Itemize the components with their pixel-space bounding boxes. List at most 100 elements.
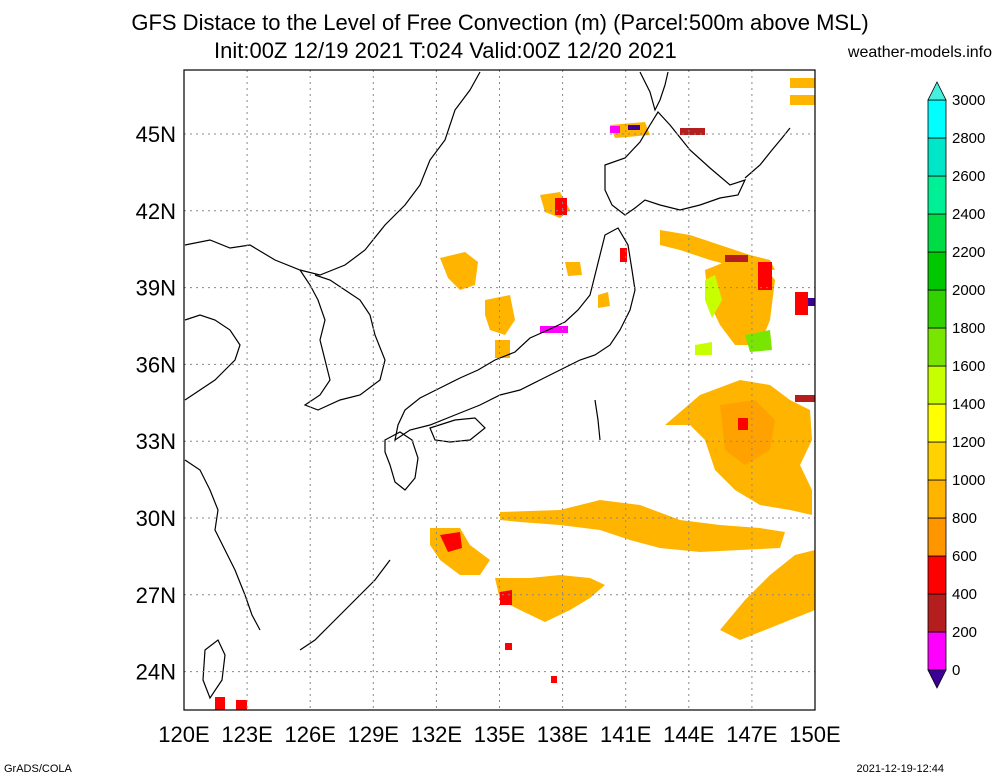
lon-tick-label: 129E [348, 722, 399, 747]
colorbar-label: 2800 [952, 130, 985, 147]
graticule [184, 70, 815, 710]
lat-tick-label: 36N [136, 352, 176, 377]
coast-hokkaido [604, 111, 747, 216]
colorbar-swatch [927, 327, 947, 367]
colorbar-swatch [927, 441, 947, 481]
latitude-labels: 45N 42N 39N 36N 33N 30N 27N 24N [136, 122, 176, 685]
longitude-labels: 120E 123E 126E 129E 132E 135E 138E 141E 144E 147E… [158, 722, 840, 747]
lon-tick-label: 147E [726, 722, 777, 747]
lat-tick-label: 42N [136, 199, 176, 224]
colorbar-label: 1800 [952, 320, 985, 337]
colorbar-max-arrow [927, 81, 947, 101]
lat-tick-label: 33N [136, 429, 176, 454]
map-subtitle: Init:00Z 12/19 2021 T:024 Valid:00Z 12/2… [214, 38, 677, 63]
coast-ryukyu [299, 559, 391, 651]
lat-tick-label: 30N [136, 506, 176, 531]
lon-tick-label: 120E [158, 722, 209, 747]
colorbar-label: 400 [952, 586, 977, 603]
coast-shikoku [429, 417, 486, 443]
field-red-5 [738, 418, 748, 430]
colorbar-swatch [927, 289, 947, 329]
field-northeast [705, 260, 775, 345]
colorbar-label: 600 [952, 548, 977, 565]
colorbar-label: 800 [952, 510, 977, 527]
field-tohoku [598, 292, 610, 308]
field-red-6 [215, 697, 225, 710]
field-27n [495, 575, 605, 622]
field-okhotsk-1 [790, 78, 815, 88]
colorbar-swatch [927, 365, 947, 405]
colorbar-label: 2400 [952, 206, 985, 223]
field-northeast-green [705, 275, 722, 318]
field-hokkaido-east [660, 230, 775, 270]
field-red-8 [505, 643, 512, 650]
colorbar-label: 0 [952, 662, 960, 679]
field-northeast-green3 [695, 342, 712, 355]
field-darkred-3 [725, 255, 748, 262]
field-darkred-2 [795, 395, 815, 402]
colorbar-swatch [927, 213, 947, 253]
field-red-9 [551, 676, 557, 683]
lat-tick-label: 24N [136, 660, 176, 685]
colorbar-swatch [927, 593, 947, 633]
field-magenta-1 [540, 326, 568, 333]
lon-tick-label: 150E [789, 722, 840, 747]
field-red-1 [440, 532, 462, 552]
colorbar-label: 1600 [952, 358, 985, 375]
colorbar-swatch [927, 517, 947, 557]
colorbar-label: 200 [952, 624, 977, 641]
colorbar-swatch [927, 251, 947, 291]
footer-timestamp: 2021-12-19-12:44 [856, 763, 944, 775]
field-magenta-2 [610, 126, 620, 133]
field-red-3 [555, 198, 567, 215]
coast-kyushu [384, 431, 419, 491]
colorbar-label: 1000 [952, 472, 985, 489]
colorbar-label: 3000 [952, 92, 985, 109]
colorbar-swatch [927, 403, 947, 443]
field-sea-of-japan-1 [440, 252, 478, 290]
field-okhotsk-2 [790, 95, 815, 105]
coast-sakhalin [639, 71, 669, 112]
field-red-2 [500, 590, 512, 605]
coast-china-east [184, 314, 241, 401]
lat-tick-label: 39N [136, 276, 176, 301]
colorbar-min-arrow [927, 669, 947, 689]
lat-tick-label: 27N [136, 583, 176, 608]
colorbar-swatch [927, 137, 947, 177]
field-red-11 [795, 292, 808, 315]
field-red-7 [236, 700, 247, 710]
field-sea-of-japan-4 [565, 262, 582, 276]
colorbar: 0 200 400 600 800 1000 1200 1400 1600 1800 2000 220… [927, 81, 985, 689]
colorbar-swatch [927, 479, 947, 519]
coast-asia-mainland [184, 71, 481, 276]
lat-tick-label: 45N [136, 122, 176, 147]
colorbar-swatch [927, 175, 947, 215]
lon-tick-label: 132E [411, 722, 462, 747]
map-frame [183, 69, 816, 711]
coastlines [184, 71, 791, 700]
lfc-field [215, 78, 815, 710]
colorbar-label: 1400 [952, 396, 985, 413]
colorbar-label: 1200 [952, 434, 985, 451]
site-credit: weather-models.info [847, 44, 992, 61]
colorbar-label: 2600 [952, 168, 985, 185]
colorbar-label: 2200 [952, 244, 985, 261]
field-sea-of-japan-5 [495, 340, 510, 358]
coast-taiwan [202, 639, 226, 700]
lon-tick-label: 126E [285, 722, 336, 747]
map-title: GFS Distace to the Level of Free Convect… [131, 10, 869, 35]
field-red-4 [758, 262, 772, 290]
coast-izu-islands [594, 399, 601, 441]
colorbar-swatch [927, 555, 947, 595]
lon-tick-label: 144E [663, 722, 714, 747]
coast-honshu [394, 227, 636, 442]
footer-software: GrADS/COLA [4, 763, 72, 775]
field-sea-of-japan-2 [485, 295, 515, 335]
lon-tick-label: 141E [600, 722, 651, 747]
coast-china-south [184, 459, 261, 631]
lon-tick-label: 123E [221, 722, 272, 747]
field-pacific-east-inner [720, 400, 775, 465]
field-band-30n [500, 500, 785, 552]
coast-korea [299, 269, 386, 411]
